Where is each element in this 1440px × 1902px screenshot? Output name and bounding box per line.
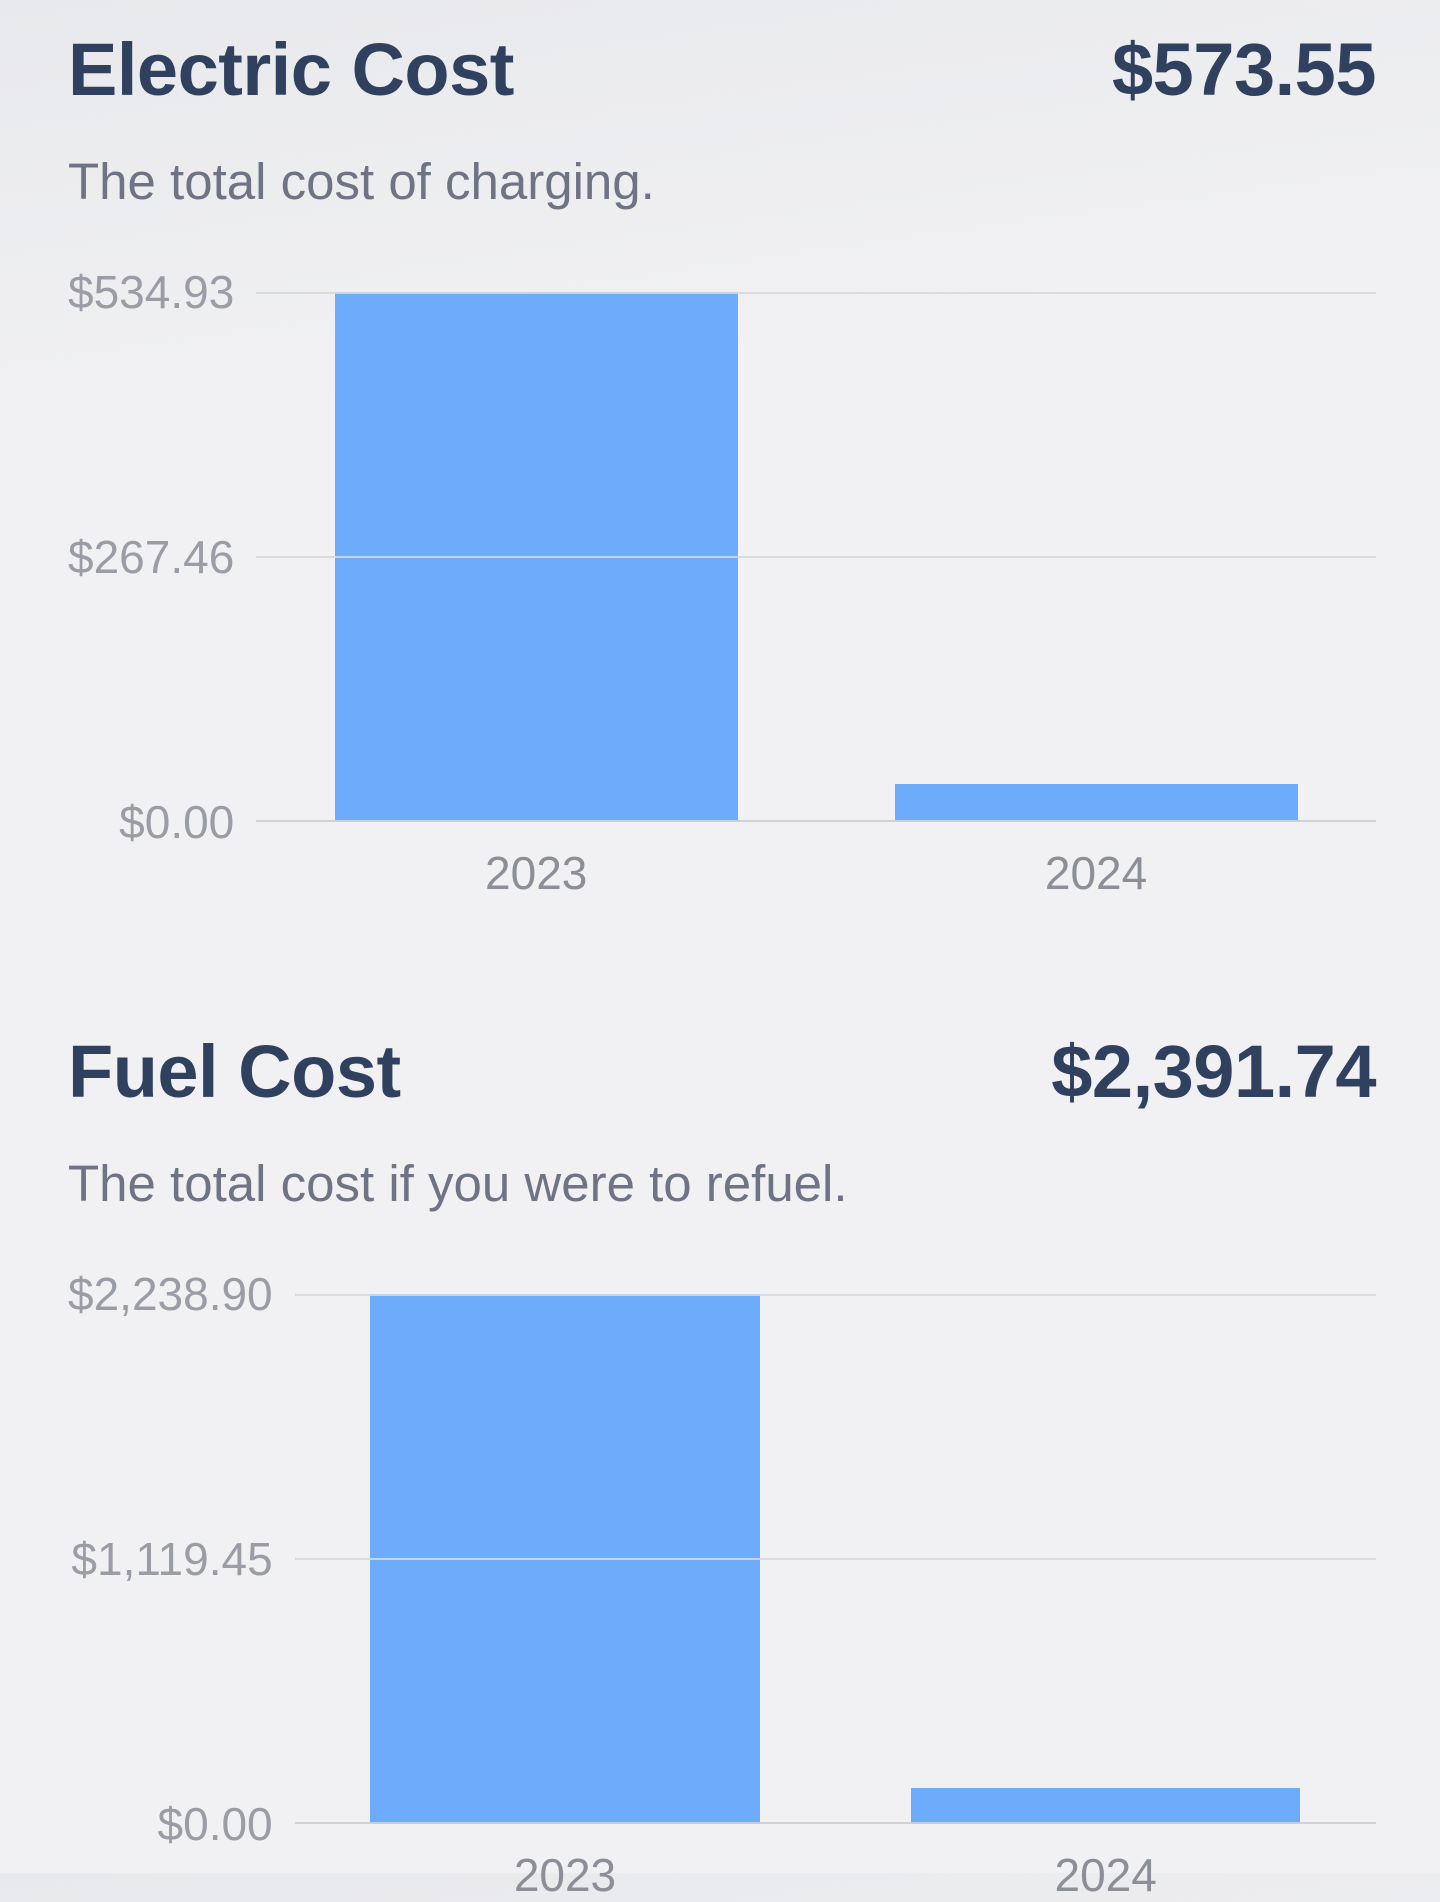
fuel-x-axis: 2023 2024 — [295, 1848, 1376, 1902]
band-2024 — [816, 292, 1376, 822]
gridline-middle — [256, 555, 1376, 558]
band-2024 — [835, 1294, 1376, 1824]
fuel-bar-2024 — [911, 1787, 1301, 1824]
gridline-baseline — [256, 819, 1376, 822]
electric-cost-total: $573.55 — [1112, 28, 1377, 111]
fuel-cost-bar-chart: $2,238.90 $1,119.45 $0.00 2023 — [68, 1267, 1376, 1902]
x-label-2024: 2024 — [1044, 846, 1148, 899]
fuel-cost-card: Fuel Cost $2,391.74 The total cost if yo… — [68, 1028, 1376, 1902]
electric-cost-header: Electric Cost $573.55 — [68, 26, 1377, 115]
electric-x-axis: 2023 2024 — [256, 846, 1376, 900]
electric-bar-2024 — [894, 783, 1298, 822]
electric-plot-area — [256, 291, 1376, 822]
gridline-top — [294, 1293, 1376, 1296]
gridline-middle — [294, 1557, 1376, 1560]
electric-cost-title: Electric Cost — [68, 28, 514, 111]
electric-y-axis: $534.93 $267.46 $0.00 — [68, 265, 235, 848]
electric-cost-subtitle: The total cost of charging. — [68, 152, 655, 210]
fuel-cost-header: Fuel Cost $2,391.74 — [68, 1028, 1376, 1117]
gridline-top — [256, 291, 1376, 294]
fuel-cost-title: Fuel Cost — [68, 1029, 401, 1113]
fuel-y-axis: $2,238.90 $1,119.45 $0.00 — [68, 1267, 273, 1850]
x-label-2023: 2023 — [485, 846, 588, 899]
electric-cost-card: Electric Cost $573.55 The total cost of … — [68, 26, 1377, 900]
x-label-2023: 2023 — [513, 1848, 617, 1901]
fuel-cost-subtitle: The total cost if you were to refuel. — [68, 1154, 848, 1212]
fuel-cost-total: $2,391.74 — [1051, 1029, 1376, 1113]
electric-cost-bar-chart: $534.93 $267.46 $0.00 2023 — [68, 265, 1376, 900]
fuel-plot-area — [294, 1293, 1376, 1824]
gridline-baseline — [294, 1821, 1376, 1824]
x-label-2024: 2024 — [1054, 1848, 1157, 1901]
